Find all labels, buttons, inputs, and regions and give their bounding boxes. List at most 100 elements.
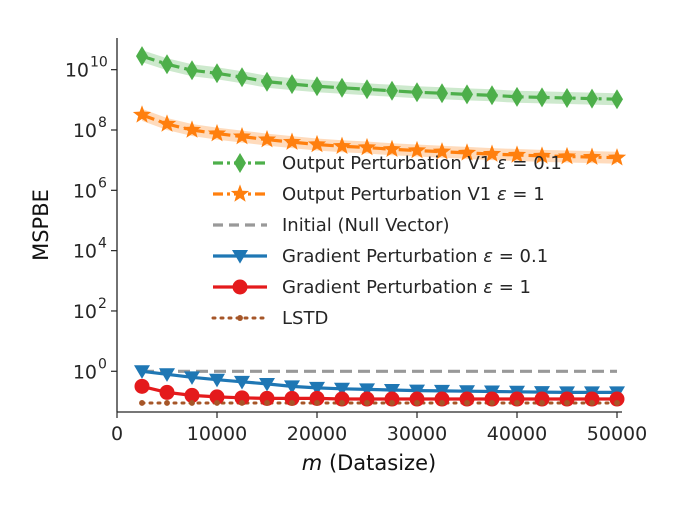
data-point [164,400,170,406]
data-point [207,124,227,142]
legend-epsilon-value: 0.1 [520,246,549,267]
x-ticks: 0 10000 20000 30000 40000 50000 [111,412,647,445]
data-point [139,400,145,406]
data-point [511,86,523,107]
data-point [134,365,150,379]
data-point [539,400,545,406]
data-point [334,382,350,397]
data-point [411,82,423,103]
data-point [136,46,148,67]
data-point [514,400,520,406]
data-point [609,391,625,407]
legend-equals: = [493,277,520,298]
y-tick-label-exponent: 6 [98,175,107,191]
x-tick-label: 30000 [387,423,447,445]
data-point [359,383,375,397]
x-tick-label: 50000 [587,423,647,445]
data-point [157,114,177,132]
data-point [189,400,195,406]
y-tick-label-exponent: 0 [98,356,107,372]
data-point [614,400,620,406]
data-point [239,400,245,406]
data-point [159,384,175,400]
data-point [334,391,350,407]
data-point [314,400,320,406]
data-point [389,400,395,406]
data-point [259,377,275,392]
series-band [142,50,617,106]
data-point [264,400,270,406]
data-point [232,127,252,145]
data-point [611,89,623,110]
data-point [482,144,502,162]
x-tick-label: 40000 [487,423,547,445]
legend-epsilon-value: 1 [533,184,544,205]
legend-epsilon-value: 0.1 [533,153,562,174]
legend-equals: = [507,184,534,205]
x-tick-label: 0 [111,423,123,445]
legend-label: Output Perturbation V1 ε = 0.1 [282,153,562,174]
data-point [234,375,250,390]
data-point [409,384,425,399]
data-point [534,391,550,407]
data-point [336,77,348,98]
legend-epsilon-symbol: ε [483,246,493,267]
y-tick-label-exponent: 10 [90,55,108,71]
data-point [186,60,198,81]
data-point [259,390,275,406]
data-point [582,147,602,165]
y-tick-label-base: 10 [73,361,97,383]
x-axis-label: m (Datasize) [302,451,436,475]
legend-marker [234,153,246,173]
legend-epsilon-symbol: ε [483,277,493,298]
y-tick-label-base: 10 [65,60,89,82]
data-point [509,391,525,407]
data-point [461,84,473,105]
legend-label: Gradient Perturbation ε = 0.1 [282,246,548,267]
legend-epsilon-value: 1 [520,277,531,298]
x-axis-label-var: m [302,451,322,475]
data-point [607,148,627,166]
data-point [586,88,598,109]
data-point [361,79,373,100]
x-axis-label-rest: (Datasize) [322,451,436,475]
data-point [436,83,448,104]
data-point [284,380,300,394]
data-point [439,400,445,406]
data-point [414,400,420,406]
legend-label-main: Initial (Null Vector) [282,215,450,236]
data-point [459,391,475,407]
data-point [564,400,570,406]
data-point [484,391,500,407]
data-point [434,391,450,407]
data-point [286,74,298,95]
confidence-bands [142,50,617,164]
data-point [309,381,325,396]
data-point [457,143,477,161]
legend: Output Perturbation V1 ε = 0.1 Output Per… [211,153,562,329]
legend-marker [232,279,248,295]
legend-marker [232,250,248,264]
x-tick-label: 20000 [287,423,347,445]
data-point [161,54,173,75]
x-tick-label: 10000 [187,423,247,445]
data-point [486,85,498,106]
legend-marker [237,315,243,321]
y-tick-label-base: 10 [73,301,97,323]
data-point [289,400,295,406]
legend-label: Output Perturbation V1 ε = 1 [282,184,545,205]
data-point [284,390,300,406]
data-point [357,137,377,156]
data-point [182,120,202,138]
data-point [211,63,223,84]
series-markers [132,46,627,407]
data-point [489,400,495,406]
y-tick-label-exponent: 4 [98,236,107,252]
data-point [209,389,225,405]
data-point [507,145,527,163]
data-point [332,136,352,155]
data-point [407,140,427,159]
data-point [236,67,248,88]
data-point [359,391,375,407]
